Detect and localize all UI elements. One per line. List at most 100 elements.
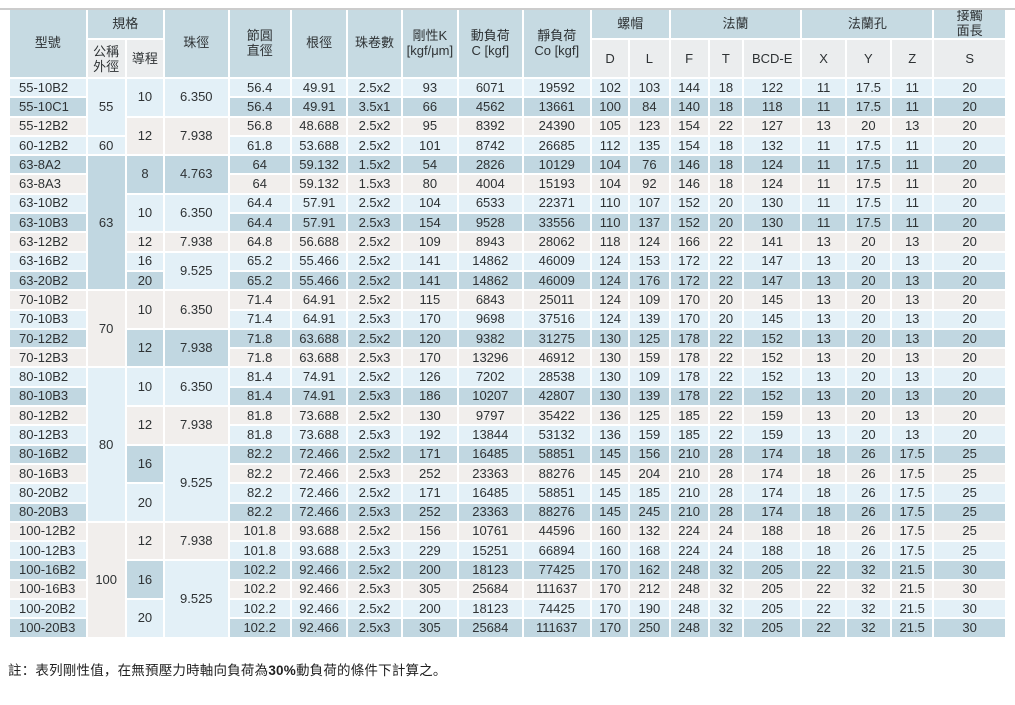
value-cell: 20 bbox=[934, 368, 1005, 386]
col-header-spec: 規格 bbox=[87, 8, 164, 38]
value-cell: 93 bbox=[402, 79, 458, 97]
value-cell: 49.91 bbox=[291, 79, 347, 97]
value-cell: 17.5 bbox=[846, 156, 891, 174]
model-cell: 63-20B2 bbox=[10, 271, 86, 290]
value-cell: 205 bbox=[744, 580, 801, 599]
lead-cell: 12 bbox=[126, 329, 164, 367]
value-cell: 8943 bbox=[459, 233, 522, 251]
value-cell: 17.5 bbox=[892, 445, 933, 463]
value-cell: 102.2 bbox=[229, 600, 290, 618]
model-cell: 80-12B2 bbox=[10, 407, 86, 425]
value-cell: 9528 bbox=[459, 214, 522, 232]
value-cell: 30 bbox=[934, 561, 1005, 579]
value-cell: 56.4 bbox=[229, 98, 290, 116]
col-header-flange-bcd: BCD-E bbox=[744, 40, 801, 77]
ball-dia-cell: 7.938 bbox=[165, 329, 228, 367]
top-divider bbox=[0, 8, 1015, 10]
value-cell: 2.5x2 bbox=[348, 233, 401, 251]
value-cell: 11 bbox=[802, 156, 845, 174]
value-cell: 17.5 bbox=[892, 484, 933, 502]
value-cell: 111637 bbox=[523, 619, 590, 637]
value-cell: 11 bbox=[802, 194, 845, 213]
model-cell: 63-16B2 bbox=[10, 252, 86, 270]
value-cell: 74.91 bbox=[291, 387, 347, 406]
value-cell: 139 bbox=[630, 310, 669, 328]
value-cell: 9797 bbox=[459, 407, 522, 425]
value-cell: 145 bbox=[591, 484, 629, 502]
value-cell: 248 bbox=[670, 619, 708, 637]
value-cell: 26 bbox=[846, 445, 891, 463]
value-cell: 20 bbox=[934, 387, 1005, 406]
col-header-circuits: 珠卷數 bbox=[348, 8, 401, 77]
value-cell: 64.91 bbox=[291, 291, 347, 309]
value-cell: 16485 bbox=[459, 484, 522, 502]
value-cell: 13661 bbox=[523, 98, 590, 116]
value-cell: 13 bbox=[892, 291, 933, 309]
value-cell: 20 bbox=[846, 252, 891, 270]
value-cell: 58851 bbox=[523, 445, 590, 463]
value-cell: 56.4 bbox=[229, 79, 290, 97]
col-header-static-load: 靜負荷 Co [kgf] bbox=[523, 8, 590, 77]
value-cell: 16485 bbox=[459, 445, 522, 463]
value-cell: 102 bbox=[591, 79, 629, 97]
value-cell: 145 bbox=[744, 291, 801, 309]
value-cell: 120 bbox=[402, 329, 458, 348]
value-cell: 2.5x3 bbox=[348, 580, 401, 599]
value-cell: 72.466 bbox=[291, 484, 347, 502]
value-cell: 2.5x2 bbox=[348, 329, 401, 348]
value-cell: 13 bbox=[802, 407, 845, 425]
value-cell: 123 bbox=[630, 117, 669, 135]
value-cell: 13 bbox=[892, 387, 933, 406]
model-cell: 80-10B3 bbox=[10, 387, 86, 406]
value-cell: 124 bbox=[591, 271, 629, 290]
value-cell: 28 bbox=[709, 464, 742, 483]
value-cell: 139 bbox=[630, 387, 669, 406]
value-cell: 25684 bbox=[459, 580, 522, 599]
value-cell: 2.5x2 bbox=[348, 291, 401, 309]
value-cell: 44596 bbox=[523, 522, 590, 541]
lead-cell: 20 bbox=[126, 271, 164, 290]
table-row: 100-20B3 102.2 92.466 2.5x3 305 25684 111637 1… bbox=[10, 619, 1005, 637]
value-cell: 20 bbox=[846, 387, 891, 406]
value-cell: 210 bbox=[670, 445, 708, 463]
value-cell: 24 bbox=[709, 522, 742, 541]
value-cell: 11 bbox=[802, 175, 845, 193]
value-cell: 73.688 bbox=[291, 426, 347, 444]
value-cell: 61.8 bbox=[229, 136, 290, 155]
col-header-flange-holes: 法蘭孔 bbox=[802, 8, 933, 38]
value-cell: 147 bbox=[744, 252, 801, 270]
value-cell: 74425 bbox=[523, 600, 590, 618]
value-cell: 93.688 bbox=[291, 522, 347, 541]
value-cell: 57.91 bbox=[291, 194, 347, 213]
model-cell: 80-20B2 bbox=[10, 484, 86, 502]
table-row: 63-10B2 10 6.350 64.4 57.91 2.5x2 104 6533 22… bbox=[10, 194, 1005, 232]
value-cell: 59.132 bbox=[291, 175, 347, 193]
value-cell: 56.688 bbox=[291, 233, 347, 251]
lead-cell: 10 bbox=[126, 291, 164, 328]
value-cell: 6071 bbox=[459, 79, 522, 97]
value-cell: 140 bbox=[670, 98, 708, 116]
model-cell: 63-10B2 bbox=[10, 194, 86, 213]
value-cell: 25011 bbox=[523, 291, 590, 309]
value-cell: 56.8 bbox=[229, 117, 290, 135]
value-cell: 22 bbox=[709, 271, 742, 290]
value-cell: 23363 bbox=[459, 464, 522, 483]
value-cell: 46912 bbox=[523, 349, 590, 367]
value-cell: 2.5x3 bbox=[348, 387, 401, 406]
value-cell: 2.5x2 bbox=[348, 407, 401, 425]
value-cell: 2.5x2 bbox=[348, 117, 401, 135]
value-cell: 103 bbox=[630, 79, 669, 97]
value-cell: 64 bbox=[229, 156, 290, 174]
value-cell: 101.8 bbox=[229, 542, 290, 560]
value-cell: 20 bbox=[934, 117, 1005, 135]
value-cell: 185 bbox=[670, 407, 708, 425]
col-header-flange-f: F bbox=[670, 40, 708, 77]
value-cell: 25 bbox=[934, 484, 1005, 502]
value-cell: 4004 bbox=[459, 175, 522, 193]
value-cell: 185 bbox=[670, 426, 708, 444]
lead-cell: 16 bbox=[126, 445, 164, 483]
value-cell: 171 bbox=[402, 484, 458, 502]
value-cell: 100 bbox=[591, 98, 629, 116]
value-cell: 30 bbox=[934, 600, 1005, 618]
col-header-nut-l: L bbox=[630, 40, 669, 77]
